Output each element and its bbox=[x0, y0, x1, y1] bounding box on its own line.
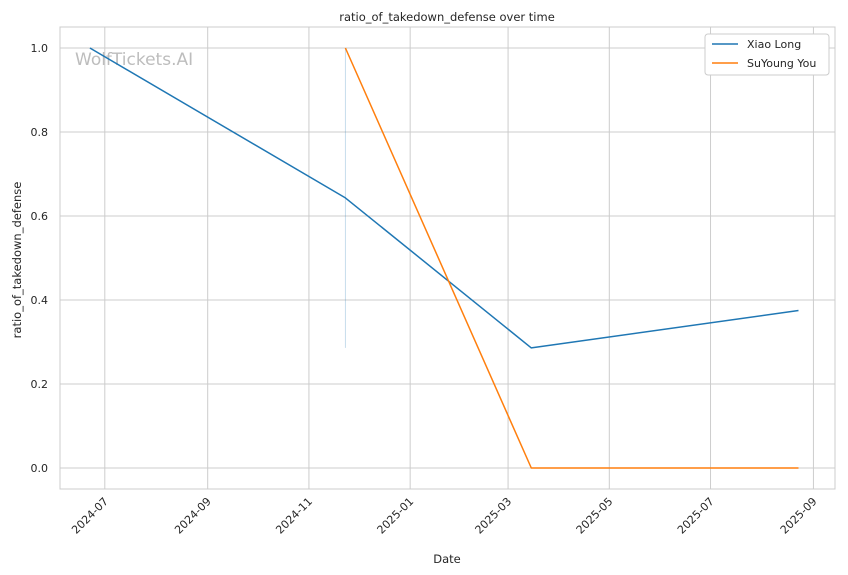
y-tick-label: 0.0 bbox=[31, 462, 49, 475]
series-line-suyoung-you bbox=[344, 47, 799, 469]
chart-title: ratio_of_takedown_defense over time bbox=[339, 10, 555, 24]
x-tick-label: 2025-01 bbox=[375, 495, 417, 537]
y-tick-label: 0.2 bbox=[31, 378, 49, 391]
x-tick-label: 2025-03 bbox=[472, 495, 514, 537]
x-tick-label: 2024-07 bbox=[69, 495, 111, 537]
y-tick-label: 1.0 bbox=[31, 42, 49, 55]
x-tick-label: 2024-09 bbox=[172, 495, 214, 537]
x-tick-label: 2024-11 bbox=[273, 495, 315, 537]
legend-label-suyoung-you: SuYoung You bbox=[747, 57, 816, 70]
y-tick-label: 0.8 bbox=[31, 126, 49, 139]
grid bbox=[60, 27, 835, 489]
y-tick-label: 0.4 bbox=[31, 294, 49, 307]
y-tick-label: 0.6 bbox=[31, 210, 49, 223]
x-tick-label: 2025-07 bbox=[675, 495, 717, 537]
series-line-xiao-long bbox=[89, 47, 799, 349]
legend-label-xiao-long: Xiao Long bbox=[747, 38, 801, 51]
x-axis-label: Date bbox=[433, 552, 461, 566]
y-axis-label: ratio_of_takedown_defense bbox=[10, 182, 24, 339]
series-group bbox=[89, 47, 799, 469]
watermark-text: WolfTickets.AI bbox=[75, 50, 193, 70]
tick-labels: 2024-07 2024-09 2024-11 2025-01 2025-03 2025-… bbox=[31, 42, 820, 537]
x-tick-label: 2025-09 bbox=[778, 495, 820, 537]
x-tick-label: 2025-05 bbox=[574, 495, 616, 537]
plot-area-frame bbox=[59, 26, 836, 490]
legend: Xiao Long SuYoung You bbox=[704, 33, 830, 76]
